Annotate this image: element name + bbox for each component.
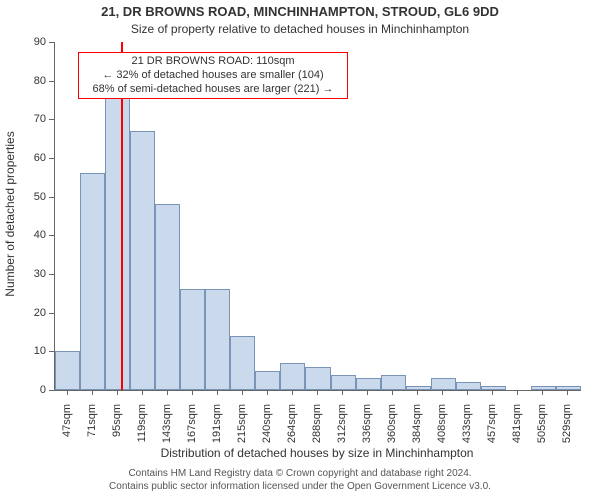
histogram-bar: [205, 289, 230, 390]
x-tick-mark: [267, 390, 268, 395]
x-tick-mark: [567, 390, 568, 395]
x-tick-mark: [317, 390, 318, 395]
x-tick-mark: [392, 390, 393, 395]
y-tick-label: 60: [20, 152, 46, 164]
histogram-bar: [105, 65, 130, 390]
annotation-line-3: 68% of semi-detached houses are larger (…: [83, 83, 343, 97]
x-tick-mark: [92, 390, 93, 395]
x-tick-label: 288sqm: [311, 404, 323, 454]
histogram-bar: [55, 351, 80, 390]
x-tick-mark: [142, 390, 143, 395]
x-tick-mark: [192, 390, 193, 395]
x-tick-mark: [492, 390, 493, 395]
y-tick-label: 20: [20, 307, 46, 319]
x-tick-label: 433sqm: [461, 404, 473, 454]
histogram-bar: [180, 289, 205, 390]
y-tick-mark: [49, 351, 54, 352]
y-tick-label: 40: [20, 229, 46, 241]
x-tick-label: 215sqm: [236, 404, 248, 454]
histogram-bar: [255, 371, 280, 390]
footer-attribution: Contains HM Land Registry data © Crown c…: [0, 468, 600, 493]
histogram-bar: [155, 204, 180, 390]
histogram-bar: [230, 336, 255, 390]
x-tick-mark: [117, 390, 118, 395]
x-tick-label: 264sqm: [286, 404, 298, 454]
x-tick-label: 481sqm: [511, 404, 523, 454]
x-tick-label: 336sqm: [361, 404, 373, 454]
x-tick-mark: [342, 390, 343, 395]
histogram-bar: [305, 367, 330, 390]
x-tick-mark: [217, 390, 218, 395]
y-tick-mark: [49, 119, 54, 120]
y-tick-mark: [49, 42, 54, 43]
x-tick-mark: [367, 390, 368, 395]
footer-line-1: Contains HM Land Registry data © Crown c…: [0, 468, 600, 481]
x-tick-label: 312sqm: [336, 404, 348, 454]
x-tick-label: 191sqm: [211, 404, 223, 454]
x-tick-label: 408sqm: [436, 404, 448, 454]
y-axis-label: Number of detached properties: [3, 40, 17, 388]
chart-title: 21, DR BROWNS ROAD, MINCHINHAMPTON, STRO…: [0, 4, 600, 19]
x-tick-label: 240sqm: [261, 404, 273, 454]
x-tick-label: 71sqm: [86, 404, 98, 454]
x-tick-label: 457sqm: [486, 404, 498, 454]
x-tick-mark: [167, 390, 168, 395]
x-tick-label: 505sqm: [536, 404, 548, 454]
y-tick-label: 10: [20, 345, 46, 357]
x-tick-mark: [67, 390, 68, 395]
x-tick-label: 384sqm: [411, 404, 423, 454]
x-tick-label: 360sqm: [386, 404, 398, 454]
y-tick-label: 80: [20, 75, 46, 87]
histogram-bar: [381, 375, 406, 390]
chart-subtitle: Size of property relative to detached ho…: [0, 22, 600, 36]
x-tick-mark: [467, 390, 468, 395]
footer-line-2: Contains public sector information licen…: [0, 481, 600, 494]
x-tick-label: 143sqm: [161, 404, 173, 454]
histogram-bar: [431, 378, 456, 390]
y-tick-label: 30: [20, 268, 46, 280]
annotation-box: 21 DR BROWNS ROAD: 110sqm ← 32% of detac…: [78, 52, 348, 99]
y-tick-mark: [49, 81, 54, 82]
histogram-bar: [280, 363, 305, 390]
x-tick-label: 529sqm: [561, 404, 573, 454]
y-tick-mark: [49, 197, 54, 198]
x-tick-label: 95sqm: [111, 404, 123, 454]
y-tick-mark: [49, 158, 54, 159]
y-tick-label: 90: [20, 36, 46, 48]
x-tick-mark: [517, 390, 518, 395]
chart-container: 21, DR BROWNS ROAD, MINCHINHAMPTON, STRO…: [0, 0, 600, 500]
x-tick-mark: [417, 390, 418, 395]
y-tick-label: 50: [20, 191, 46, 203]
y-tick-mark: [49, 274, 54, 275]
annotation-line-2: ← 32% of detached houses are smaller (10…: [83, 69, 343, 83]
x-tick-label: 167sqm: [186, 404, 198, 454]
x-tick-label: 47sqm: [61, 404, 73, 454]
y-tick-label: 0: [20, 384, 46, 396]
histogram-bar: [331, 375, 356, 390]
annotation-line-1: 21 DR BROWNS ROAD: 110sqm: [83, 55, 343, 69]
histogram-bar: [456, 382, 481, 390]
histogram-bar: [356, 378, 381, 390]
histogram-bar: [130, 131, 155, 390]
x-tick-mark: [442, 390, 443, 395]
x-tick-mark: [542, 390, 543, 395]
y-tick-mark: [49, 390, 54, 391]
y-tick-label: 70: [20, 113, 46, 125]
x-tick-label: 119sqm: [136, 404, 148, 454]
y-tick-mark: [49, 313, 54, 314]
x-tick-mark: [292, 390, 293, 395]
histogram-bar: [80, 173, 105, 390]
x-tick-mark: [242, 390, 243, 395]
y-tick-mark: [49, 235, 54, 236]
